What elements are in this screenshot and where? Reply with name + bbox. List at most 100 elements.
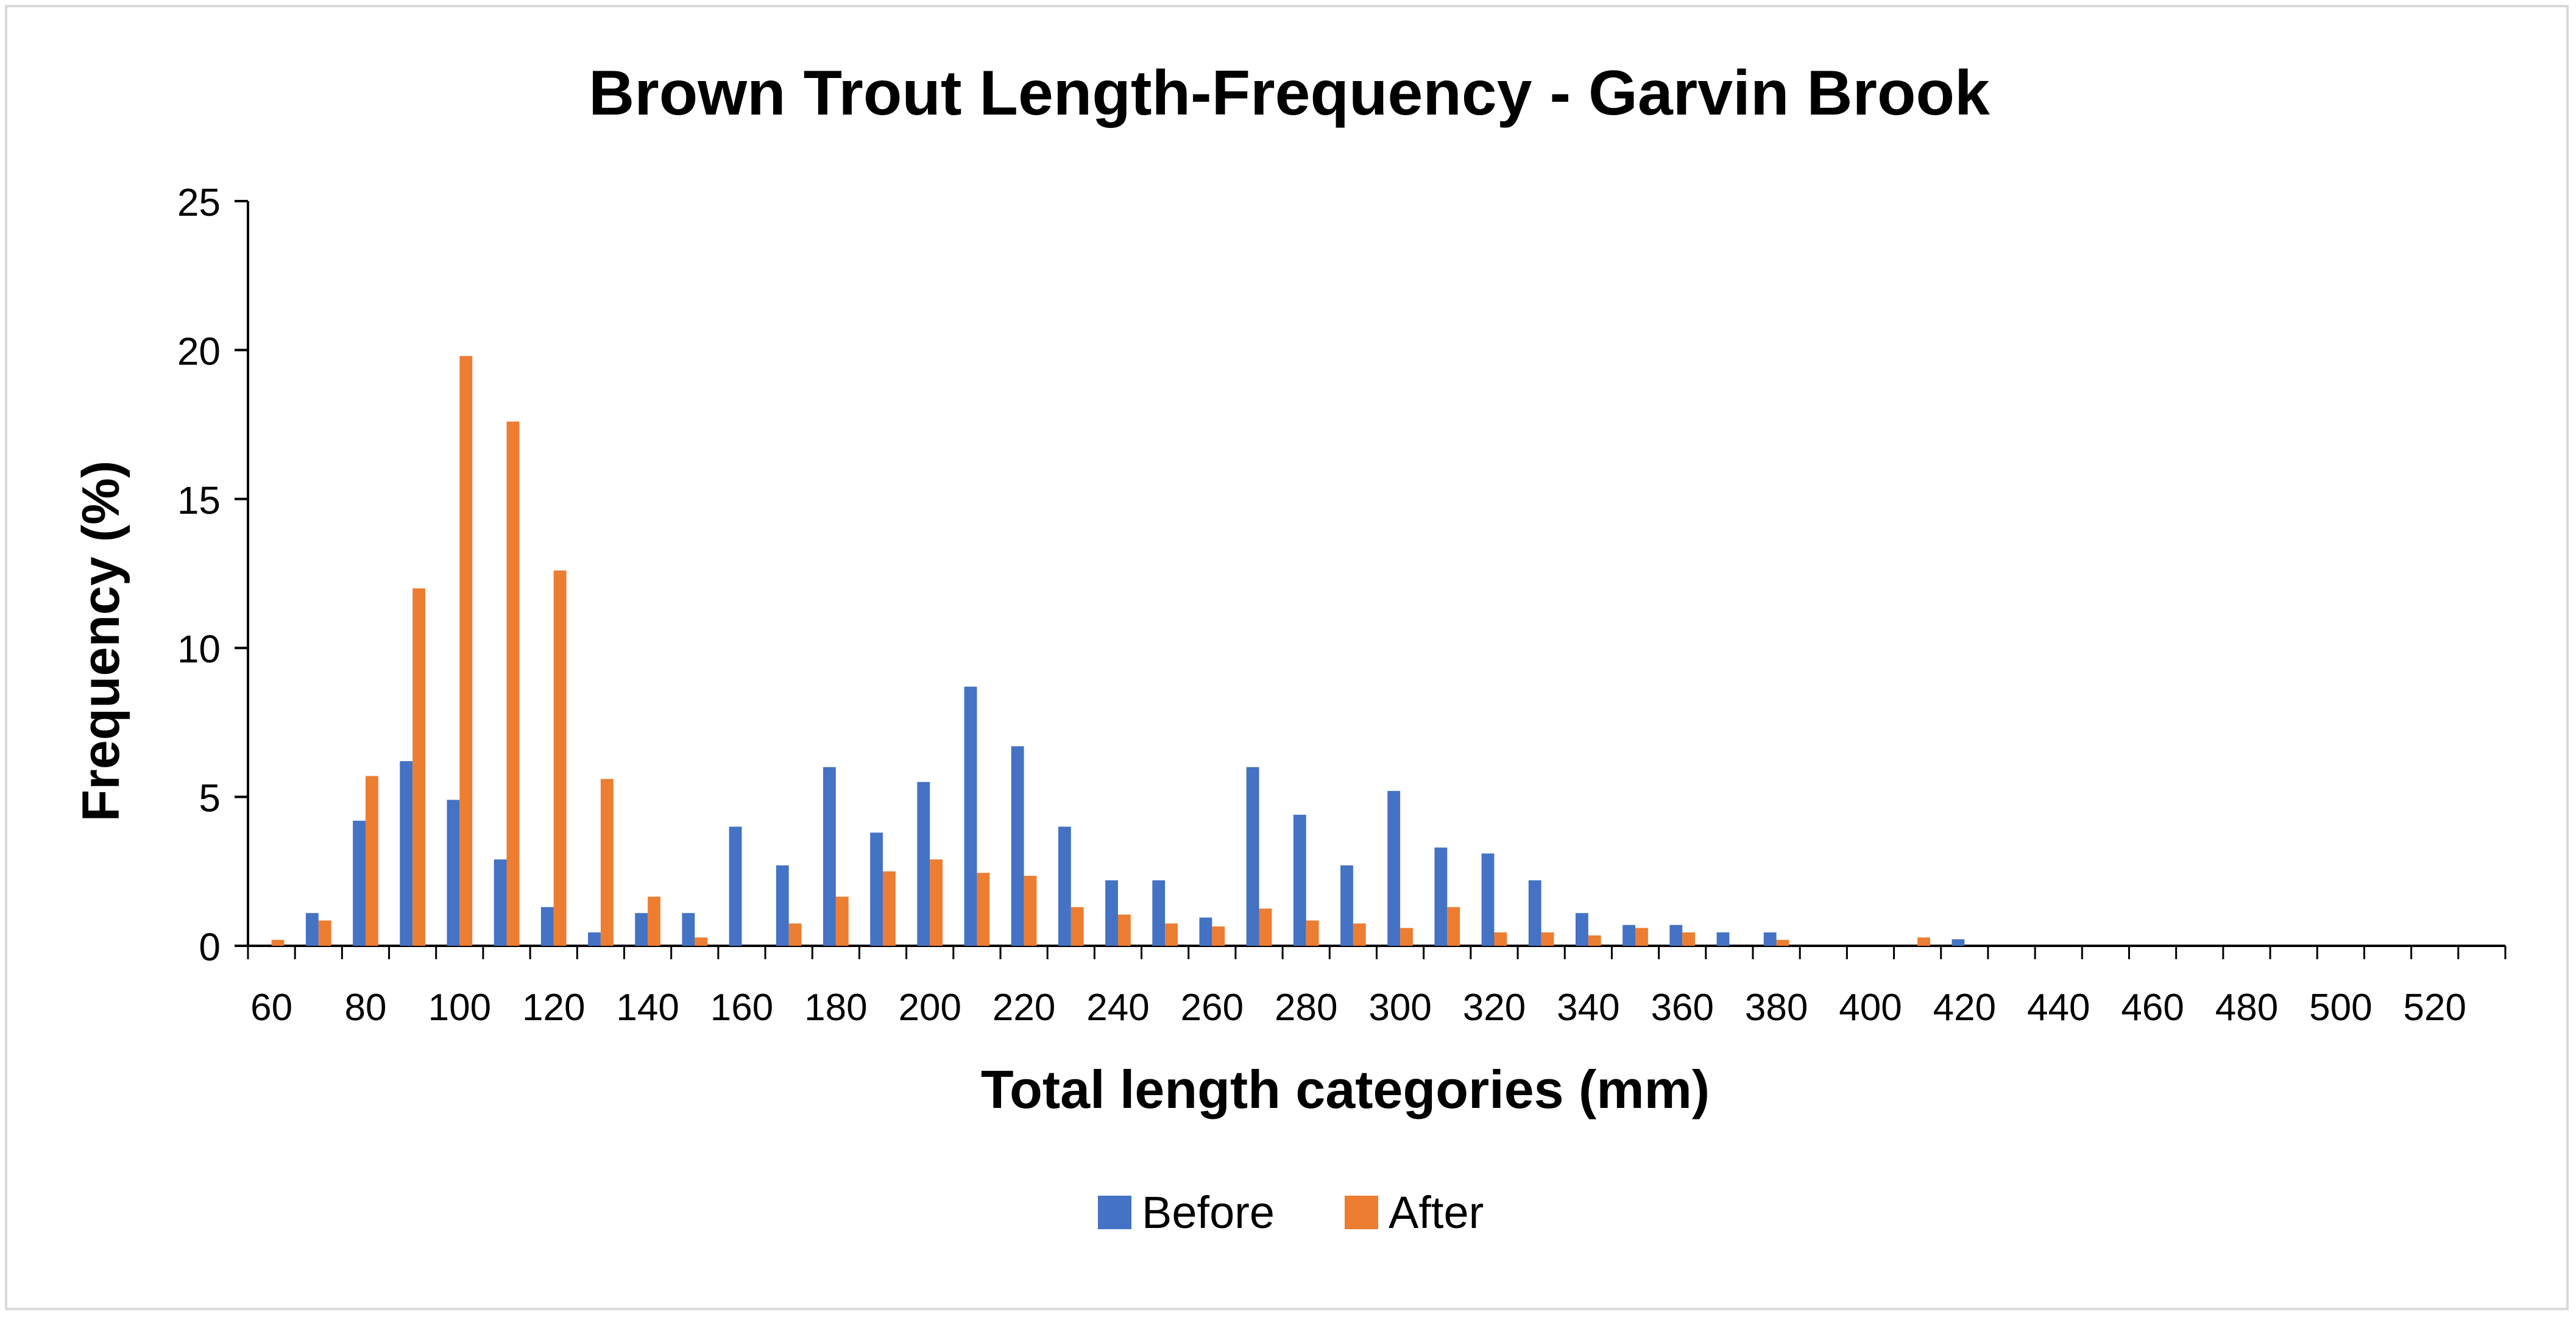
x-tick-label: 480 <box>2215 987 2278 1029</box>
bars <box>271 356 1965 946</box>
x-tick-label: 60 <box>250 987 292 1029</box>
bar-before-240 <box>1105 880 1118 946</box>
x-tick-label: 300 <box>1368 987 1431 1029</box>
chart-frame: Brown Trout Length-Frequency - Garvin Br… <box>5 5 2569 1310</box>
x-tick-label: 340 <box>1557 987 1619 1029</box>
bar-before-350 <box>1622 924 1636 946</box>
bar-after-60 <box>271 940 285 946</box>
bar-after-300 <box>1400 928 1413 946</box>
bar-before-230 <box>1058 826 1071 946</box>
bar-before-80 <box>353 820 366 946</box>
x-tick-label: 260 <box>1181 987 1244 1029</box>
bar-before-250 <box>1152 880 1166 946</box>
bar-before-210 <box>964 686 977 946</box>
y-tick-label: 5 <box>199 776 221 820</box>
bar-after-120 <box>553 570 567 946</box>
y-axis: 0 5 10 15 20 25 <box>177 180 249 969</box>
x-tick-label: 520 <box>2403 987 2466 1029</box>
x-tick-label: 380 <box>1745 987 1808 1029</box>
bar-before-120 <box>540 907 554 946</box>
bar-before-140 <box>635 913 648 946</box>
bar-after-250 <box>1165 923 1178 946</box>
bar-before-330 <box>1528 880 1541 946</box>
x-tick-label: 320 <box>1463 987 1526 1029</box>
legend-label-after: After <box>1389 1187 1484 1238</box>
x-tick-label: 220 <box>993 987 1055 1029</box>
bar-after-410 <box>1917 937 1930 946</box>
chart-title: Brown Trout Length-Frequency - Garvin Br… <box>589 58 1990 129</box>
bar-after-150 <box>695 937 708 946</box>
bar-before-370 <box>1716 932 1730 946</box>
x-tick-label: 140 <box>616 987 679 1029</box>
y-axis-label: Frequency (%) <box>72 461 130 822</box>
bar-before-420 <box>1951 939 1965 946</box>
bar-before-290 <box>1340 865 1353 946</box>
bar-before-160 <box>729 826 742 946</box>
bar-after-310 <box>1447 907 1460 946</box>
bar-before-190 <box>870 832 883 946</box>
series-before <box>305 686 1965 946</box>
bar-before-260 <box>1199 917 1212 946</box>
legend-swatch-before <box>1098 1196 1131 1229</box>
legend-label-before: Before <box>1142 1187 1275 1238</box>
y-tick-label: 10 <box>177 627 221 671</box>
x-tick-label: 100 <box>428 987 491 1029</box>
x-tick-label: 240 <box>1086 987 1149 1029</box>
bar-after-180 <box>835 896 849 946</box>
bar-before-300 <box>1387 790 1401 946</box>
bar-before-360 <box>1669 924 1683 946</box>
x-tick-label: 180 <box>804 987 867 1029</box>
bar-before-130 <box>588 932 601 946</box>
series-after <box>271 356 1930 946</box>
x-axis-label: Total length categories (mm) <box>981 1059 1710 1120</box>
y-tick-label: 0 <box>199 925 221 969</box>
bar-before-150 <box>682 913 695 946</box>
bar-before-380 <box>1763 932 1777 946</box>
bar-after-80 <box>365 776 378 946</box>
bar-after-140 <box>648 896 660 946</box>
bar-after-170 <box>788 923 802 946</box>
bar-after-360 <box>1682 932 1696 946</box>
bar-after-130 <box>600 779 614 946</box>
x-tick-label: 160 <box>710 987 773 1029</box>
bar-before-340 <box>1576 913 1588 946</box>
x-axis: 60 80 100 120 140 160 180 200 220 240 260 280 300 320… <box>247 945 2507 1029</box>
x-tick-label: 400 <box>1839 987 1902 1029</box>
x-tick-label: 80 <box>344 987 386 1029</box>
bar-after-290 <box>1353 923 1366 946</box>
x-tick-label: 500 <box>2309 987 2372 1029</box>
x-tick-label: 440 <box>2027 987 2090 1029</box>
x-tick-label: 360 <box>1651 987 1713 1029</box>
x-tick-label: 460 <box>2121 987 2184 1029</box>
y-tick-label: 25 <box>177 180 221 224</box>
bar-before-200 <box>917 782 930 946</box>
bar-before-90 <box>400 761 413 946</box>
bar-after-270 <box>1259 908 1272 946</box>
bar-before-110 <box>494 859 507 946</box>
bar-before-170 <box>776 865 789 946</box>
x-tick-label: 420 <box>1933 987 1996 1029</box>
legend-swatch-after <box>1345 1196 1378 1229</box>
bar-after-70 <box>318 920 331 946</box>
bar-before-280 <box>1293 814 1306 946</box>
chart-svg: Brown Trout Length-Frequency - Garvin Br… <box>72 58 2507 1238</box>
bar-after-100 <box>459 356 473 946</box>
bar-after-110 <box>506 421 520 946</box>
bar-before-180 <box>823 767 836 946</box>
bar-after-200 <box>930 859 943 946</box>
bar-after-230 <box>1070 907 1084 946</box>
bar-after-190 <box>883 871 896 946</box>
bar-before-310 <box>1434 847 1448 946</box>
bar-after-220 <box>1024 876 1037 946</box>
bar-before-320 <box>1481 853 1495 946</box>
bar-after-240 <box>1117 914 1131 946</box>
bar-after-90 <box>412 588 425 946</box>
bar-after-280 <box>1306 920 1319 946</box>
bar-after-340 <box>1588 935 1601 946</box>
legend: Before After <box>1098 1187 1484 1238</box>
bar-after-320 <box>1494 932 1507 946</box>
bar-before-100 <box>447 800 460 946</box>
bar-before-70 <box>305 913 319 946</box>
y-tick-label: 15 <box>177 478 221 522</box>
bar-before-220 <box>1011 746 1024 946</box>
